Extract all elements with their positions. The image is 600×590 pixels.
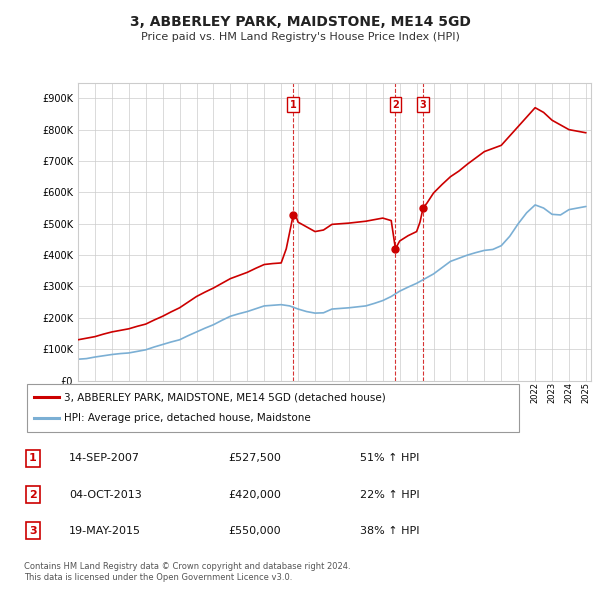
Text: £550,000: £550,000 [228, 526, 281, 536]
FancyBboxPatch shape [27, 384, 519, 432]
Text: 3, ABBERLEY PARK, MAIDSTONE, ME14 5GD (detached house): 3, ABBERLEY PARK, MAIDSTONE, ME14 5GD (d… [64, 392, 386, 402]
Text: 1: 1 [29, 453, 37, 463]
Text: 04-OCT-2013: 04-OCT-2013 [69, 490, 142, 500]
Text: 2: 2 [392, 100, 399, 110]
Text: 3, ABBERLEY PARK, MAIDSTONE, ME14 5GD: 3, ABBERLEY PARK, MAIDSTONE, ME14 5GD [130, 15, 470, 30]
Text: 22% ↑ HPI: 22% ↑ HPI [360, 490, 419, 500]
Text: Contains HM Land Registry data © Crown copyright and database right 2024.
This d: Contains HM Land Registry data © Crown c… [24, 562, 350, 582]
Text: 51% ↑ HPI: 51% ↑ HPI [360, 453, 419, 463]
Text: 38% ↑ HPI: 38% ↑ HPI [360, 526, 419, 536]
Text: 3: 3 [419, 100, 427, 110]
Text: 2: 2 [29, 490, 37, 500]
Text: 1: 1 [290, 100, 296, 110]
Text: £420,000: £420,000 [228, 490, 281, 500]
Text: 19-MAY-2015: 19-MAY-2015 [69, 526, 141, 536]
Text: Price paid vs. HM Land Registry's House Price Index (HPI): Price paid vs. HM Land Registry's House … [140, 32, 460, 41]
Text: 3: 3 [29, 526, 37, 536]
Text: HPI: Average price, detached house, Maidstone: HPI: Average price, detached house, Maid… [64, 414, 311, 424]
Text: £527,500: £527,500 [228, 453, 281, 463]
Text: 14-SEP-2007: 14-SEP-2007 [69, 453, 140, 463]
